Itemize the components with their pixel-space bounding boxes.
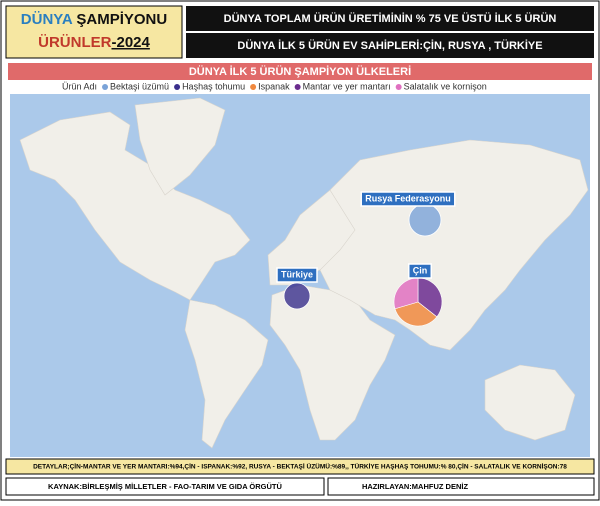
bubble bbox=[408, 203, 442, 237]
subtitle: DÜNYA TOPLAM ÜRÜN ÜRETİMİNİN % 75 VE ÜST… bbox=[224, 12, 557, 25]
pie-slice bbox=[394, 301, 438, 327]
source: KAYNAK:BİRLEŞMİŞ MİLLETLER - FAO-TARIM V… bbox=[48, 482, 282, 491]
legend-label: Bektaşi üzümü bbox=[110, 81, 169, 91]
legend-title: Ürün Adı bbox=[62, 81, 97, 91]
legend-swatch bbox=[250, 84, 257, 90]
legend: Ürün Adı Bektaşi üzümü Haşhaş tohumu Ispana… bbox=[62, 81, 487, 91]
australia bbox=[484, 364, 576, 441]
legend-label: Ispanak bbox=[258, 81, 290, 91]
title-line2: ÜRÜNLER-2024 bbox=[38, 34, 150, 51]
greenland bbox=[134, 97, 226, 196]
details-box bbox=[5, 458, 595, 475]
author: HAZIRLAYAN:MAHFUZ DENİZ bbox=[362, 482, 469, 491]
legend-label: Haşhaş tohumu bbox=[182, 81, 245, 91]
marker-label-box bbox=[408, 263, 432, 279]
north-america bbox=[19, 111, 251, 301]
title-part: DÜNYA bbox=[21, 11, 73, 28]
south-america bbox=[184, 299, 269, 449]
legend-label: Salatalık ve kornişon bbox=[404, 81, 487, 91]
map-title: DÜNYA İLK 5 ÜRÜN ŞAMPİYON ÜLKELERİ bbox=[189, 65, 411, 78]
author-box bbox=[327, 477, 595, 496]
title-line1: DÜNYA ŞAMPİYONU bbox=[21, 11, 167, 28]
subtitle-box bbox=[186, 6, 594, 31]
title-part: -2024 bbox=[111, 34, 150, 51]
legend-swatch bbox=[395, 84, 402, 90]
details: DETAYLAR;ÇİN-MANTAR VE YER MANTARI:%94,Ç… bbox=[33, 462, 567, 471]
marker-label: Çin bbox=[413, 265, 428, 275]
marker-label-box bbox=[276, 267, 318, 283]
source-box bbox=[5, 477, 325, 496]
marker-label: Türkiye bbox=[281, 269, 313, 279]
subtitle: DÜNYA İLK 5 ÜRÜN EV SAHİPLERİ:ÇİN, RUSYA… bbox=[237, 39, 542, 52]
title-part: ÜRÜNLER bbox=[38, 34, 111, 51]
bubble bbox=[283, 282, 311, 310]
marker-label-box bbox=[360, 191, 456, 207]
legend-swatch bbox=[102, 84, 109, 90]
subtitle-box bbox=[186, 33, 594, 58]
marker-label: Rusya Federasyonu bbox=[365, 193, 451, 203]
title-part: ŞAMPİYONU bbox=[72, 11, 167, 28]
legend-label: Mantar ve yer mantarı bbox=[303, 81, 391, 91]
title-box bbox=[5, 5, 183, 59]
markers: Rusya Federasyonu Türkiye Çin bbox=[276, 191, 456, 327]
map-title-bar bbox=[8, 63, 592, 80]
legend-swatch bbox=[174, 84, 181, 90]
legend-swatch bbox=[294, 84, 301, 90]
